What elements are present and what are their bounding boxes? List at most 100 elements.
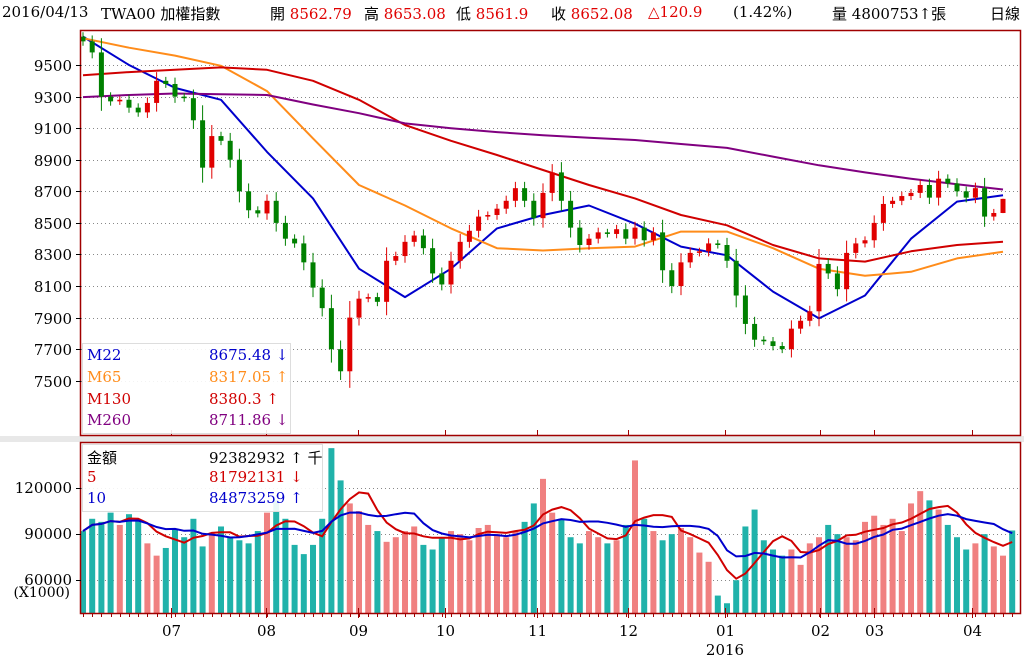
volume-bar: [153, 555, 160, 614]
candle-up: [1000, 198, 1006, 213]
candle-up: [890, 200, 896, 204]
volume-bar: [852, 540, 859, 614]
volume-bar: [825, 524, 832, 614]
candle-down: [715, 243, 721, 245]
candle-up: [991, 212, 997, 217]
candle-down: [319, 287, 325, 309]
candle-up: [696, 251, 702, 253]
volume-bar: [494, 534, 500, 614]
candle-up: [393, 256, 399, 261]
volume-bar: [236, 540, 243, 614]
volume-bar: [567, 537, 574, 614]
candles: [80, 32, 1006, 388]
candle-up: [264, 200, 270, 214]
legend-m130-value: 8380.3 ↑: [209, 390, 279, 408]
legend-ma10-value: 84873259 ↑: [209, 489, 303, 507]
candle-down: [834, 273, 840, 290]
volume-bar: [310, 544, 316, 614]
volume-bar: [365, 524, 372, 614]
volume-bar: [632, 460, 638, 614]
candle-down: [522, 188, 528, 201]
candle-down: [604, 232, 610, 234]
volume-bar: [549, 512, 556, 614]
legend-m130-name: M130: [87, 390, 131, 408]
candle-up: [706, 243, 712, 252]
candle-up: [936, 178, 942, 198]
candle-down: [761, 339, 767, 342]
price-ytick-label: 7700: [33, 340, 72, 359]
volume-bar: [245, 543, 252, 614]
month-label: 08: [256, 622, 277, 640]
volume-legend: 金額 92382932 ↑ 千 5 81792131 ↓ 10 84873259…: [82, 444, 323, 512]
candle-up: [807, 311, 813, 321]
close-quote: 收 8652.08: [551, 3, 633, 24]
candle-up: [871, 222, 877, 241]
legend-m65-value: 8317.05 ↑: [209, 368, 289, 386]
candle-up: [384, 260, 390, 302]
volume-bar: [411, 526, 418, 614]
high-quote: 高 8653.08: [364, 3, 446, 24]
volume-quote: 量 4800753↑張: [832, 3, 946, 24]
ma-line-m260: [82, 92, 1004, 191]
change-value: △120.9: [648, 3, 703, 21]
candle-down: [945, 178, 951, 184]
candle-up: [816, 263, 822, 312]
candle-up: [466, 230, 472, 242]
symbol-name: TWA00 加權指數: [101, 5, 221, 23]
volume-bar: [457, 534, 464, 614]
candle-up: [586, 238, 592, 245]
volume-bar: [926, 500, 933, 614]
candle-down: [255, 210, 261, 214]
candle-up: [917, 185, 923, 193]
candle-up: [549, 172, 555, 193]
candle-down: [623, 229, 629, 239]
volume-bar: [116, 524, 123, 614]
volume-bar: [742, 526, 749, 614]
price-ytick-label: 7500: [33, 372, 72, 391]
volume-bar: [107, 512, 114, 614]
price-ytick-label: 8900: [33, 151, 72, 170]
candle-up: [356, 298, 362, 318]
candle-up: [402, 241, 408, 257]
volume-bar: [484, 524, 491, 614]
volume-bar: [880, 524, 887, 614]
high-value: 8653.08: [383, 5, 446, 23]
candle-up: [908, 192, 914, 197]
volume-bar: [678, 528, 684, 614]
candle-down: [181, 96, 187, 99]
month-label: 01: [715, 622, 736, 640]
candle-down: [338, 349, 344, 372]
volume-bar: [530, 503, 537, 614]
volume-bar: [604, 543, 611, 614]
volume-bar: [172, 529, 178, 614]
ma-line-m130: [82, 66, 1004, 263]
volume-panel-border: [79, 441, 1022, 615]
candle-down: [374, 297, 380, 302]
candle-down: [292, 238, 298, 244]
legend-m260-name: M260: [87, 411, 131, 429]
candle-up: [365, 297, 371, 299]
candle-down: [135, 107, 141, 113]
volume-bar: [199, 546, 206, 614]
candle-down: [568, 200, 574, 228]
volume-bar: [448, 531, 454, 614]
volume-bar: [659, 540, 666, 614]
candle-down: [430, 248, 436, 274]
volume-bars: [80, 448, 1016, 614]
candle-down: [577, 227, 583, 245]
volume-bar: [917, 491, 924, 614]
legend-ma10-name: 10: [87, 489, 107, 507]
volume-ma-lines: [82, 491, 1013, 580]
candle-down: [660, 232, 666, 271]
candle-down: [669, 270, 675, 287]
volume-bar: [98, 521, 105, 614]
volume-bar: [475, 528, 482, 614]
candle-down: [779, 346, 785, 350]
candle-down: [420, 235, 426, 249]
candle-up: [512, 188, 518, 201]
volume-bar: [898, 531, 905, 614]
candle-up: [853, 243, 859, 253]
period-selector[interactable]: 日線: [990, 5, 1021, 23]
legend-ma5-value: 81792131 ↓: [209, 468, 303, 486]
volume-ma-5: [82, 491, 1013, 580]
